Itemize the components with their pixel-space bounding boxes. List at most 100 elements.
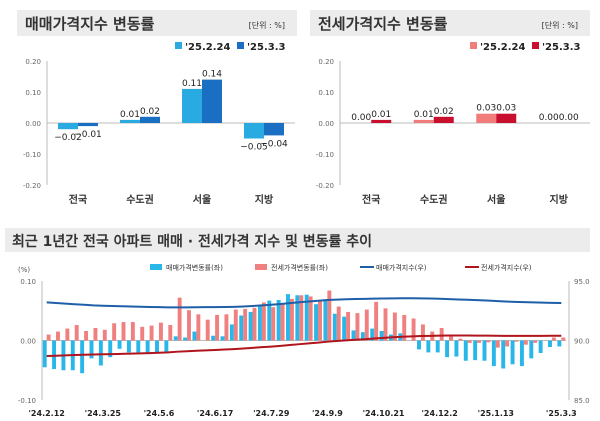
panel-2-category-label: 전국 [362, 193, 380, 206]
panel-1-legend-swatch [175, 42, 182, 49]
panel-1-title: 매매가격지수 변동률 [25, 15, 155, 33]
sale-change-bar [239, 315, 244, 341]
panel-2-data-label: 0.03 [476, 104, 496, 114]
panel-1-data-label: 0.02 [140, 107, 160, 117]
sale-change-bar [473, 340, 478, 361]
sale-change-bar [229, 324, 234, 341]
jeonse-change-bar [149, 325, 154, 341]
sale-change-bar [304, 294, 309, 341]
x-tick-label: '24.6.17 [197, 409, 233, 418]
sale-change-bar [501, 340, 506, 369]
jeonse-change-bar [449, 334, 453, 341]
jeonse-index-line [46, 334, 562, 357]
sale-change-bar [370, 328, 375, 341]
jeonse-change-bar [93, 328, 98, 341]
panel-2-bar [496, 113, 517, 123]
sale-change-bar [538, 340, 543, 353]
panel-1-bar [58, 123, 78, 130]
panel-2-category-label: 지방 [550, 193, 569, 206]
panel-1-title-bg [17, 10, 297, 36]
jeonse-change-bar [505, 340, 510, 347]
panel-3-title-bg [5, 228, 590, 252]
right-ytick: 90.0 [574, 338, 590, 346]
sale-change-bar [183, 337, 188, 341]
jeonse-change-bar [495, 340, 500, 348]
left-axis-unit: (%) [18, 266, 30, 274]
legend-swatch [150, 264, 162, 270]
panel-2-data-label: 0.00 [559, 113, 579, 123]
jeonse-change-bar [252, 307, 257, 341]
jeonse-change-bar [65, 328, 70, 341]
x-tick-label: '25.1.13 [478, 409, 514, 418]
jeonse-change-bar [280, 303, 285, 341]
sale-change-bar [519, 340, 524, 367]
panel-1-legend-label: '25.2.24 [185, 42, 230, 53]
panel-1-data-label: 0.01 [120, 110, 140, 120]
panel-2-data-label: 0.02 [434, 107, 454, 117]
panel-1-ytick: -0.10 [23, 151, 41, 159]
jeonse-change-bar [420, 324, 425, 341]
jeonse-change-bar [121, 322, 126, 341]
jeonse-change-bar [327, 290, 332, 341]
jeonse-change-bar [46, 334, 51, 341]
panel-1-bar [120, 119, 140, 123]
panel-2-ytick: -0.20 [316, 182, 334, 190]
panel-2-category-label: 서울 [487, 193, 505, 206]
sale-change-bar [211, 335, 216, 341]
panel-1-data-label: −0.04 [260, 139, 288, 149]
x-tick-label: '24.9.9 [312, 409, 343, 418]
jeonse-change-bar [299, 295, 304, 341]
panel-2-title: 전세가격지수 변동률 [318, 15, 448, 33]
legend-label: 매매가격변동률(좌) [166, 263, 223, 272]
jeonse-change-bar [383, 308, 388, 341]
sale-change-bar [548, 340, 552, 348]
jeonse-change-bar [477, 340, 482, 343]
jeonse-change-bar [102, 329, 107, 341]
sale-change-bar [192, 331, 197, 341]
jeonse-change-bar [364, 309, 369, 341]
legend-label: 매매가격지수(우) [376, 263, 427, 272]
panel-2-legend-label: '25.2.24 [480, 42, 525, 53]
panel-1-unit: [단위 : %] [249, 20, 285, 30]
sale-change-bar [445, 340, 450, 358]
panel-2-category-label: 수도권 [420, 194, 448, 206]
sale-change-bar [117, 340, 122, 349]
jeonse-change-bar [158, 322, 163, 341]
sale-change-bar [126, 340, 131, 353]
legend-label: 전세가격변동률(좌) [271, 263, 328, 272]
panel-1-bar [264, 123, 284, 136]
sale-change-bar [286, 294, 290, 341]
jeonse-change-bar [533, 340, 538, 343]
x-tick-label: '24.5.6 [144, 409, 175, 418]
jeonse-change-bar [224, 314, 229, 341]
jeonse-change-bar [74, 325, 79, 341]
panel-1-bar [202, 79, 222, 123]
panel-1-category-label: 수도권 [126, 194, 154, 206]
jeonse-change-bar [392, 312, 397, 341]
right-ytick: 95.0 [574, 278, 590, 286]
panel-2-ytick: 0.00 [318, 120, 334, 128]
sale-change-bar [342, 316, 347, 341]
sale-change-bar [52, 340, 57, 370]
sale-change-bar [426, 340, 431, 353]
x-tick-label: '24.2.12 [28, 409, 64, 418]
jeonse-change-bar [112, 323, 117, 341]
panel-1-data-label: −0.02 [54, 133, 82, 143]
panel-2-data-label: 0.00 [351, 113, 371, 123]
sale-change-bar [248, 311, 253, 341]
sale-change-bar [42, 340, 47, 368]
left-ytick: 0.10 [20, 278, 36, 286]
panel-1-bar [140, 116, 160, 123]
legend-swatch [255, 264, 267, 270]
sale-change-bar [98, 340, 103, 366]
panel-1-category-label: 서울 [193, 193, 211, 206]
jeonse-change-bar [168, 325, 173, 341]
sale-change-bar [89, 340, 94, 359]
panel-1-bar [78, 123, 98, 127]
jeonse-change-bar [561, 337, 566, 341]
panel-1-ytick: -0.20 [23, 182, 41, 190]
panel-2-bar [413, 119, 434, 123]
jeonse-change-bar [467, 340, 472, 343]
